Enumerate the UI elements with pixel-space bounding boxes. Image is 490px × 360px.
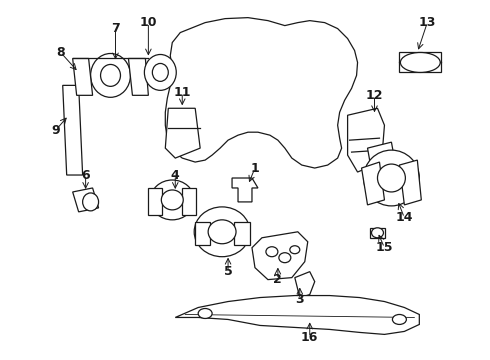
Polygon shape xyxy=(295,272,315,298)
Polygon shape xyxy=(73,188,98,212)
Text: 10: 10 xyxy=(140,16,157,29)
Polygon shape xyxy=(252,232,308,280)
Polygon shape xyxy=(73,58,93,95)
Ellipse shape xyxy=(161,190,183,210)
Polygon shape xyxy=(362,162,385,205)
Polygon shape xyxy=(195,222,210,245)
Ellipse shape xyxy=(194,207,250,257)
Ellipse shape xyxy=(208,220,236,244)
Polygon shape xyxy=(128,58,148,95)
Text: 13: 13 xyxy=(418,16,436,29)
Text: 4: 4 xyxy=(171,168,180,181)
Text: 7: 7 xyxy=(111,22,120,35)
Text: 5: 5 xyxy=(224,265,232,278)
Text: 9: 9 xyxy=(51,124,60,137)
Polygon shape xyxy=(182,188,196,215)
Ellipse shape xyxy=(150,180,194,220)
Ellipse shape xyxy=(371,228,384,238)
Polygon shape xyxy=(165,18,358,168)
Text: 3: 3 xyxy=(295,293,304,306)
Text: 16: 16 xyxy=(301,331,318,344)
Polygon shape xyxy=(148,188,162,215)
Polygon shape xyxy=(368,142,397,182)
Polygon shape xyxy=(399,160,421,205)
Text: 15: 15 xyxy=(376,241,393,254)
Ellipse shape xyxy=(83,193,98,211)
Polygon shape xyxy=(63,85,83,175)
Polygon shape xyxy=(232,178,258,202)
Ellipse shape xyxy=(364,150,419,206)
Polygon shape xyxy=(165,108,200,158)
Bar xyxy=(369,228,386,238)
Text: 2: 2 xyxy=(273,273,282,286)
Text: 11: 11 xyxy=(173,86,191,99)
Ellipse shape xyxy=(400,53,440,72)
Ellipse shape xyxy=(279,253,291,263)
Text: 12: 12 xyxy=(366,89,383,102)
Ellipse shape xyxy=(91,54,130,97)
Ellipse shape xyxy=(145,54,176,90)
Text: 8: 8 xyxy=(56,46,65,59)
Polygon shape xyxy=(347,108,385,172)
Text: 14: 14 xyxy=(395,211,413,224)
Ellipse shape xyxy=(198,309,212,319)
Ellipse shape xyxy=(266,247,278,257)
Text: 1: 1 xyxy=(250,162,259,175)
Text: 6: 6 xyxy=(81,168,90,181)
Ellipse shape xyxy=(377,164,405,192)
Polygon shape xyxy=(234,222,250,245)
Bar xyxy=(399,53,441,72)
Polygon shape xyxy=(175,296,419,334)
Ellipse shape xyxy=(290,246,300,254)
Ellipse shape xyxy=(392,315,406,324)
Ellipse shape xyxy=(152,63,168,81)
Ellipse shape xyxy=(100,64,121,86)
